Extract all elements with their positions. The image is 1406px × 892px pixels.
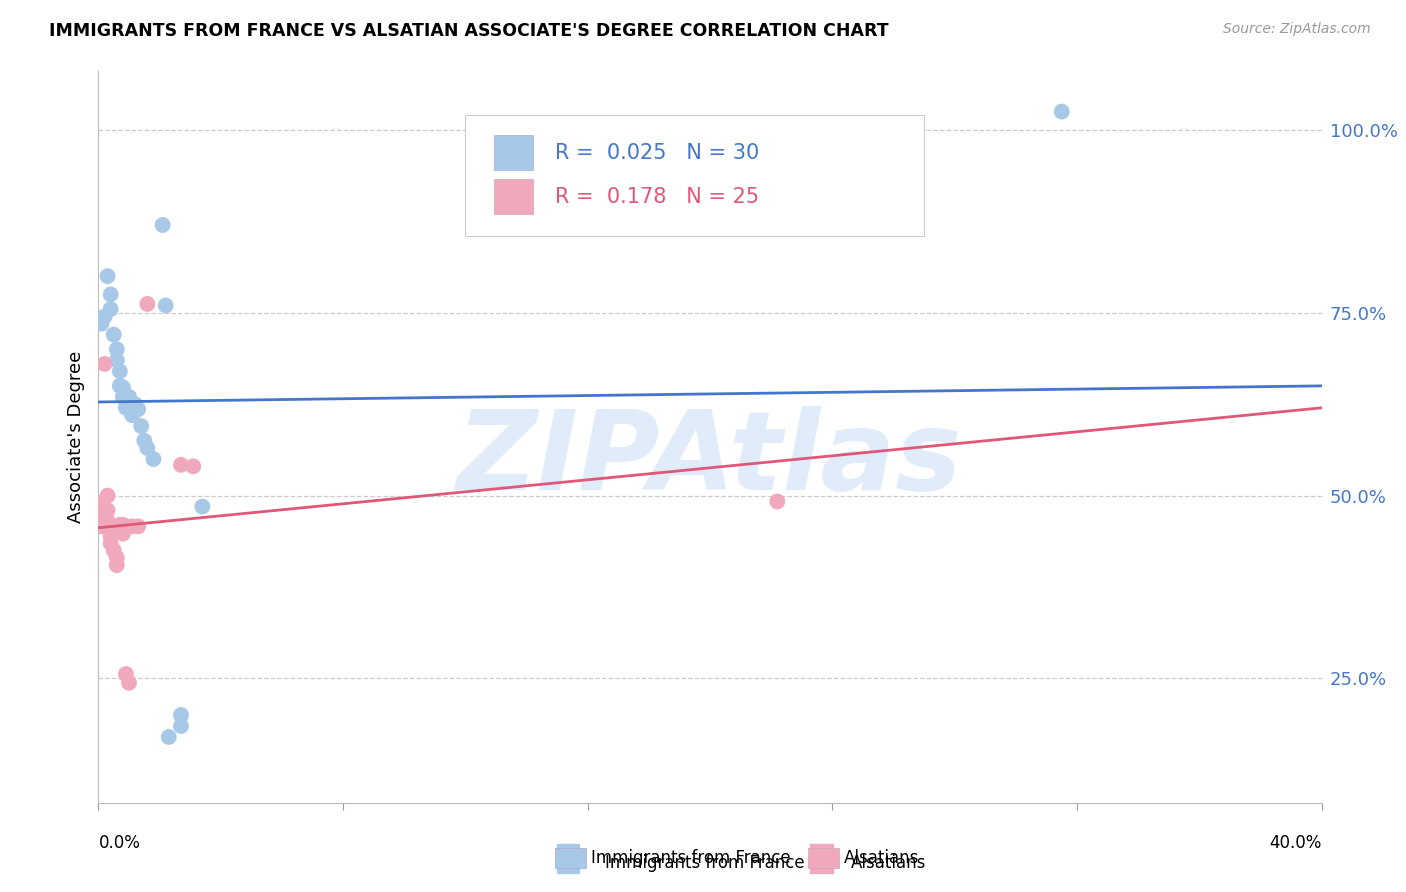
Text: Alsatians: Alsatians (844, 849, 920, 867)
Point (157, 730, 180, 744)
Point (105, 343, 128, 357)
Text: Alsatians: Alsatians (851, 855, 927, 872)
Point (121, 519, 143, 533)
Point (1050, 104, 1073, 119)
Point (118, 401, 141, 415)
Point (100, 536, 122, 550)
Point (170, 719, 193, 733)
Point (108, 379, 131, 393)
Point (129, 419, 152, 434)
Text: R =  0.025   N = 30: R = 0.025 N = 30 (555, 144, 759, 163)
Text: IMMIGRANTS FROM FRANCE VS ALSATIAN ASSOCIATE'S DEGREE CORRELATION CHART: IMMIGRANTS FROM FRANCE VS ALSATIAN ASSOC… (49, 22, 889, 40)
Point (136, 441, 159, 455)
Point (191, 500, 214, 514)
Point (105, 558, 128, 573)
FancyBboxPatch shape (465, 115, 924, 235)
Point (100, 529, 122, 543)
Point (136, 297, 159, 311)
Point (111, 517, 134, 532)
Point (105, 353, 128, 368)
Text: Immigrants from France: Immigrants from France (591, 849, 790, 867)
Point (93, 310, 115, 324)
Point (127, 402, 149, 417)
Point (115, 401, 138, 415)
Text: ZIPAtlas: ZIPAtlas (457, 406, 963, 513)
Point (170, 708, 193, 723)
Point (90, 317, 112, 331)
Point (100, 302, 122, 317)
Text: R =  0.178   N = 25: R = 0.178 N = 25 (555, 187, 759, 207)
Y-axis label: Associate's Degree: Associate's Degree (66, 351, 84, 524)
Point (97, 489, 120, 503)
Point (134, 434, 156, 448)
Point (103, 327, 125, 342)
Point (103, 543, 125, 558)
Point (121, 408, 143, 422)
Text: 40.0%: 40.0% (1270, 834, 1322, 852)
Point (118, 390, 141, 404)
Point (97, 503, 120, 517)
Text: Immigrants from France: Immigrants from France (605, 855, 804, 872)
FancyBboxPatch shape (494, 179, 533, 214)
Point (90, 510, 112, 524)
Point (90, 496, 112, 510)
Point (155, 298, 177, 312)
Point (152, 218, 174, 232)
Point (97, 514, 120, 528)
Text: 0.0%: 0.0% (98, 834, 141, 852)
Point (766, 494, 789, 508)
Point (97, 269, 120, 284)
Point (111, 526, 134, 541)
Text: Source: ZipAtlas.com: Source: ZipAtlas.com (1223, 22, 1371, 37)
Point (100, 521, 122, 535)
Point (115, 395, 138, 409)
Point (93, 357, 115, 371)
Point (142, 452, 165, 467)
Point (181, 459, 204, 474)
Point (127, 519, 149, 533)
Point (170, 458, 193, 472)
Point (124, 397, 146, 411)
Point (90, 519, 112, 533)
Point (115, 667, 138, 681)
Point (111, 380, 134, 394)
Point (108, 364, 131, 378)
FancyBboxPatch shape (494, 135, 533, 170)
Point (111, 390, 134, 404)
Point (100, 287, 122, 301)
Point (108, 517, 131, 532)
Point (118, 676, 141, 690)
Point (105, 550, 128, 565)
Point (90, 503, 112, 517)
